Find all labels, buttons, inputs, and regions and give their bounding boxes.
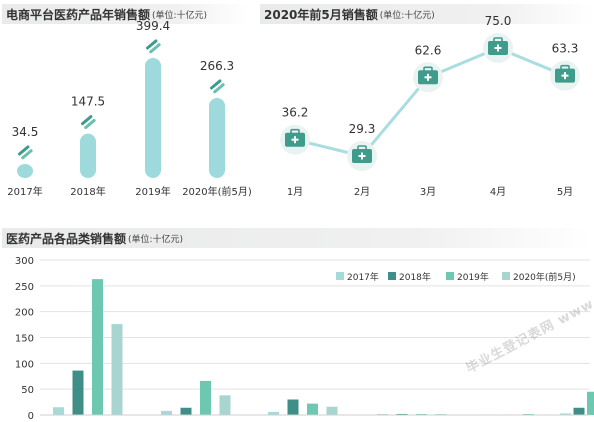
monthly-sales-month-label: 3月 bbox=[420, 186, 436, 198]
monthly-sales-value-label: 36.2 bbox=[282, 106, 309, 120]
category-sales-bar bbox=[180, 407, 192, 415]
annual-sales-category-label: 2017年 bbox=[7, 185, 42, 198]
category-sales-bar bbox=[587, 391, 594, 415]
monthly-sales-value-label: 29.3 bbox=[349, 122, 376, 136]
monthly-sales-value-label: 75.0 bbox=[485, 14, 512, 28]
category-sales-bar bbox=[416, 413, 427, 415]
medical-briefcase-icon bbox=[550, 60, 580, 91]
medical-briefcase-icon bbox=[483, 33, 513, 63]
category-sales-bar bbox=[523, 413, 534, 415]
category-sales-bar bbox=[72, 370, 84, 415]
panel2-unit: (单位:十亿元) bbox=[379, 10, 435, 21]
legend-label: 2019年 bbox=[457, 271, 489, 283]
y-axis-tick-label: 150 bbox=[15, 334, 34, 345]
category-sales-bar bbox=[326, 406, 338, 415]
legend-swatch bbox=[336, 272, 344, 280]
monthly-sales-month-label: 4月 bbox=[490, 186, 506, 198]
category-sales-bar bbox=[560, 413, 571, 415]
panel1-unit: (单位:十亿元) bbox=[152, 10, 208, 21]
category-sales-bar bbox=[53, 407, 64, 415]
legend-swatch bbox=[446, 272, 454, 280]
category-sales-bar bbox=[377, 413, 388, 415]
y-axis-tick-label: 250 bbox=[15, 282, 34, 293]
monthly-sales-month-label: 1月 bbox=[287, 186, 303, 198]
annual-sales-value-label: 147.5 bbox=[71, 95, 105, 109]
annual-sales-bar bbox=[17, 164, 33, 178]
panel2-title-bar: 2020年前5月销售额 (单位:十亿元) bbox=[260, 4, 594, 24]
annual-sales-bar bbox=[145, 58, 161, 178]
y-axis-tick-label: 100 bbox=[15, 359, 34, 370]
category-sales-bar bbox=[573, 407, 585, 415]
annual-sales-category-label: 2019年 bbox=[135, 185, 170, 198]
category-sales-bar bbox=[161, 410, 172, 415]
annual-sales-bar bbox=[209, 97, 225, 178]
y-axis-tick-label: 200 bbox=[15, 308, 34, 319]
medical-briefcase-icon bbox=[280, 124, 310, 155]
annual-sales-value-label: 34.5 bbox=[12, 125, 39, 139]
y-axis-tick-label: 0 bbox=[28, 411, 34, 422]
pill-capsule-icon bbox=[210, 79, 225, 94]
medical-briefcase-icon bbox=[347, 141, 377, 171]
category-sales-bar bbox=[92, 279, 103, 415]
legend-label: 2017年 bbox=[347, 271, 379, 283]
y-axis-tick-label: 300 bbox=[15, 256, 34, 267]
panel3-title-bar: 医药产品各品类销售额 (单位:十亿元) bbox=[2, 228, 592, 248]
medical-briefcase-icon bbox=[413, 62, 443, 93]
legend-label: 2018年 bbox=[399, 271, 431, 283]
category-sales-bar bbox=[268, 411, 279, 415]
monthly-sales-value-label: 63.3 bbox=[552, 42, 579, 56]
panel3-unit: (单位:十亿元) bbox=[128, 234, 184, 245]
pill-capsule-icon bbox=[18, 145, 33, 160]
annual-sales-category-label: 2018年 bbox=[70, 185, 105, 198]
panel3-title: 医药产品各品类销售额 bbox=[6, 231, 127, 246]
pill-capsule-icon bbox=[146, 39, 161, 54]
monthly-sales-month-label: 5月 bbox=[557, 186, 573, 198]
annual-sales-value-label: 266.3 bbox=[200, 59, 234, 73]
monthly-sales-value-label: 62.6 bbox=[415, 43, 442, 57]
category-sales-bar bbox=[219, 395, 231, 415]
legend-swatch bbox=[502, 272, 510, 280]
panel1-title-bar: 电商平台医药产品年销售额 (单位:十亿元) bbox=[2, 4, 250, 24]
panel2-title: 2020年前5月销售额 bbox=[264, 7, 378, 22]
category-sales-bar bbox=[111, 324, 123, 415]
category-sales-bar bbox=[435, 413, 447, 415]
monthly-sales-month-label: 2月 bbox=[354, 186, 370, 198]
pill-capsule-icon bbox=[81, 115, 96, 130]
category-sales-bar bbox=[200, 380, 211, 415]
legend-label: 2020年(前5月) bbox=[513, 271, 576, 283]
legend-swatch bbox=[388, 272, 396, 280]
annual-sales-bar bbox=[80, 133, 96, 178]
annual-sales-category-label: 2020年(前5月) bbox=[182, 185, 252, 198]
panel1-title: 电商平台医药产品年销售额 bbox=[6, 7, 151, 22]
category-sales-bar bbox=[307, 403, 318, 415]
y-axis-tick-label: 50 bbox=[21, 385, 34, 396]
category-sales-bar bbox=[396, 413, 408, 415]
annual-sales-value-label: 399.4 bbox=[136, 19, 170, 33]
category-sales-bar bbox=[287, 399, 299, 415]
